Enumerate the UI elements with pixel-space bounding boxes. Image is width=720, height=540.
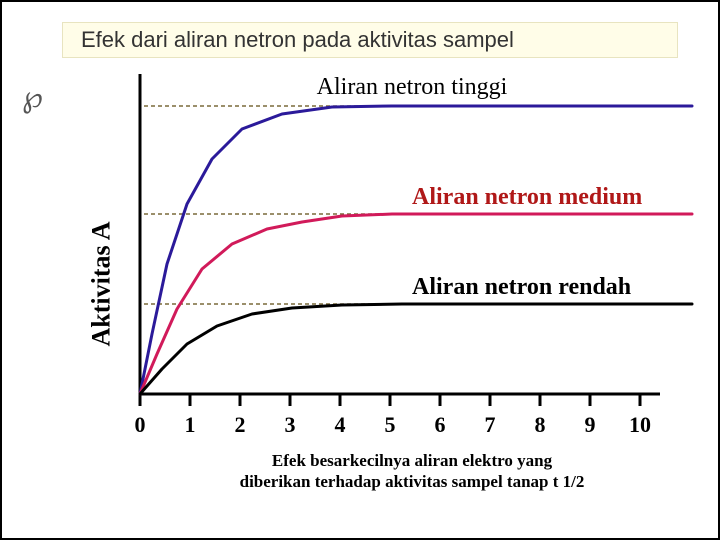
x-tick-label: 0 [135, 412, 146, 438]
caption-line-1: Efek besarkecilnya aliran elektro yang [272, 451, 552, 470]
chart: Aktivitas A Aliran netron tinggi Aliran … [87, 74, 697, 494]
slide-frame: Efek dari aliran netron pada aktivitas s… [0, 0, 720, 540]
x-tick-label: 4 [335, 412, 346, 438]
plot-svg [132, 74, 692, 434]
x-tick-label: 5 [385, 412, 396, 438]
curve-label-medium: Aliran netron medium [412, 184, 642, 211]
x-tick-label: 8 [535, 412, 546, 438]
x-tick-label: 6 [435, 412, 446, 438]
chart-caption: Efek besarkecilnya aliran elektro yang d… [132, 451, 692, 492]
x-tick-label: 3 [285, 412, 296, 438]
caption-line-2: diberikan terhadap aktivitas sampel tana… [240, 472, 585, 491]
x-tick-label: 2 [235, 412, 246, 438]
slide-title-text: Efek dari aliran netron pada aktivitas s… [81, 27, 514, 53]
slide-title: Efek dari aliran netron pada aktivitas s… [62, 22, 678, 58]
x-tick-label: 10 [629, 412, 651, 438]
x-tick-label: 1 [185, 412, 196, 438]
x-tick-label: 9 [585, 412, 596, 438]
bullet-glyph: ℘ [22, 80, 43, 115]
y-axis-label: Aktivitas A [86, 222, 116, 347]
x-tick-label: 7 [485, 412, 496, 438]
plot-area: Aliran netron tinggi Aliran netron mediu… [132, 74, 692, 494]
curve-label-low: Aliran netron rendah [412, 274, 631, 301]
